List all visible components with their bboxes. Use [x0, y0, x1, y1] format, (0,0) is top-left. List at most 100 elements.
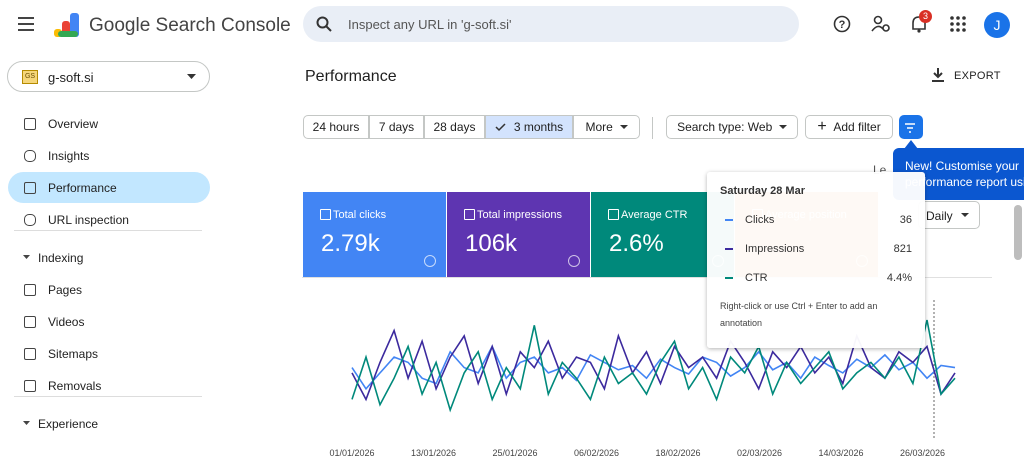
- card-label: Average CTR: [621, 209, 688, 221]
- nav-icon: [24, 118, 36, 130]
- card-value: 106k: [465, 230, 518, 257]
- nav-item[interactable]: Videos: [8, 306, 210, 337]
- tooltip-note: Right-click or use Ctrl + Enter to add a…: [720, 301, 878, 311]
- section-header[interactable]: Indexing: [8, 242, 210, 273]
- tooltip-value: 36: [899, 214, 912, 226]
- help-icon[interactable]: ?: [833, 15, 851, 33]
- apps-icon[interactable]: [950, 16, 966, 32]
- promo-line: New! Customise your: [905, 159, 1020, 173]
- date-range-label: 24 hours: [312, 120, 360, 134]
- x-tick-label: 13/01/2026: [411, 448, 456, 458]
- date-range-button[interactable]: 7 days: [369, 115, 424, 139]
- avatar[interactable]: J: [984, 12, 1010, 38]
- card-value: 2.79k: [321, 230, 380, 257]
- nav-icon: [24, 316, 36, 328]
- x-tick-label: 01/01/2026: [329, 448, 374, 458]
- scrollbar[interactable]: [1014, 205, 1022, 260]
- tooltip-metric: CTR: [745, 272, 768, 284]
- granularity-select[interactable]: Daily: [918, 201, 980, 229]
- date-range-label: 3 months: [513, 120, 564, 134]
- customise-button[interactable]: [899, 115, 923, 139]
- card-border: [302, 277, 992, 278]
- tooltip-value: 4.4%: [886, 272, 912, 284]
- divider: [14, 396, 202, 397]
- search-box[interactable]: Inspect any URL in 'g-soft.si': [303, 6, 799, 42]
- nav-item[interactable]: Overview: [8, 108, 210, 139]
- logo: [54, 13, 79, 37]
- card-label: Total clicks: [333, 209, 387, 221]
- export-button[interactable]: EXPORT: [954, 70, 1001, 82]
- nav-item[interactable]: Pages: [8, 274, 210, 305]
- nav-item[interactable]: Insights: [8, 140, 210, 171]
- nav-label: Sitemaps: [48, 346, 99, 361]
- tooltip-date: Saturday 28 Mar: [720, 185, 805, 197]
- card-checkbox: [320, 209, 331, 220]
- search-placeholder: Inspect any URL in 'g-soft.si': [348, 17, 512, 32]
- tooltip-value: 821: [893, 243, 912, 255]
- legend-swatch: [725, 219, 733, 221]
- dropdown-caret: [187, 74, 196, 79]
- section-title: Experience: [38, 416, 99, 431]
- more-button[interactable]: More: [573, 115, 640, 139]
- nav-label: Pages: [48, 282, 83, 297]
- card-checkbox: [464, 209, 475, 220]
- notification-badge: 3: [919, 10, 932, 23]
- nav-label: Videos: [48, 314, 85, 329]
- more-label: More: [585, 120, 613, 134]
- chart: 01/01/2026 13/01/2026 25/01/2026 06/02/2026…: [329, 300, 956, 458]
- nav-icon: [24, 380, 36, 392]
- svg-text:?: ?: [839, 19, 846, 31]
- card-help: [424, 255, 436, 267]
- legend-swatch: [725, 248, 733, 250]
- nav-label: Overview: [48, 116, 99, 131]
- search-type-button[interactable]: Search type: Web: [666, 115, 798, 139]
- promo-pointer: [904, 140, 918, 149]
- search-icon: [316, 16, 332, 32]
- nav-item[interactable]: Performance: [8, 172, 210, 203]
- add-filter-button[interactable]: + Add filter: [805, 115, 893, 139]
- product-name: Google Search Console: [89, 15, 291, 36]
- x-tick-label: 18/02/2026: [655, 448, 700, 458]
- page-title: Performance: [305, 68, 397, 85]
- nav-icon: [24, 348, 36, 360]
- x-tick-label: 25/01/2026: [492, 448, 537, 458]
- nav-item[interactable]: Sitemaps: [8, 338, 210, 369]
- section-header[interactable]: Experience: [8, 408, 210, 439]
- date-range-button[interactable]: 3 months: [485, 115, 573, 139]
- nav-icon: [24, 182, 36, 194]
- data-tooltip: Saturday 28 Mar Clicks 36 Impressions 821 CT…: [707, 172, 925, 348]
- metric-card[interactable]: Total clicks 2.79k: [303, 192, 446, 277]
- download-icon: [932, 68, 944, 82]
- section-title: Indexing: [38, 250, 84, 265]
- card-label: Total impressions: [477, 209, 562, 221]
- nav-icon: [24, 150, 36, 162]
- nav-label: URL inspection: [48, 212, 129, 227]
- x-tick-label: 26/03/2026: [900, 448, 945, 458]
- x-tick-label: 02/03/2026: [737, 448, 782, 458]
- users-icon[interactable]: [871, 15, 891, 33]
- property-selector[interactable]: GS g-soft.si: [7, 61, 210, 92]
- divider: [652, 117, 653, 139]
- nav-item[interactable]: URL inspection: [8, 204, 210, 235]
- nav-label: Insights: [48, 148, 90, 163]
- date-range-button[interactable]: 24 hours: [303, 115, 369, 139]
- metric-card[interactable]: Total impressions 106k: [447, 192, 590, 277]
- property-icon: GS: [22, 70, 38, 84]
- x-tick-label: 06/02/2026: [574, 448, 619, 458]
- nav-icon: [24, 214, 36, 226]
- legend-swatch: [725, 277, 733, 279]
- search-type-label: Search type: Web: [677, 120, 773, 134]
- granularity-label: Daily: [926, 209, 953, 223]
- nav-item[interactable]: Removals: [8, 370, 210, 401]
- divider: [14, 230, 202, 231]
- menu-icon[interactable]: [18, 16, 38, 32]
- add-filter-label: Add filter: [833, 120, 881, 134]
- date-range-label: 28 days: [433, 120, 476, 134]
- tooltip-note: annotation: [720, 318, 763, 328]
- dropdown-caret: [961, 213, 969, 217]
- date-range-button[interactable]: 28 days: [424, 115, 485, 139]
- tooltip-metric: Impressions: [745, 243, 805, 255]
- nav-label: Performance: [48, 180, 117, 195]
- card-help: [568, 255, 580, 267]
